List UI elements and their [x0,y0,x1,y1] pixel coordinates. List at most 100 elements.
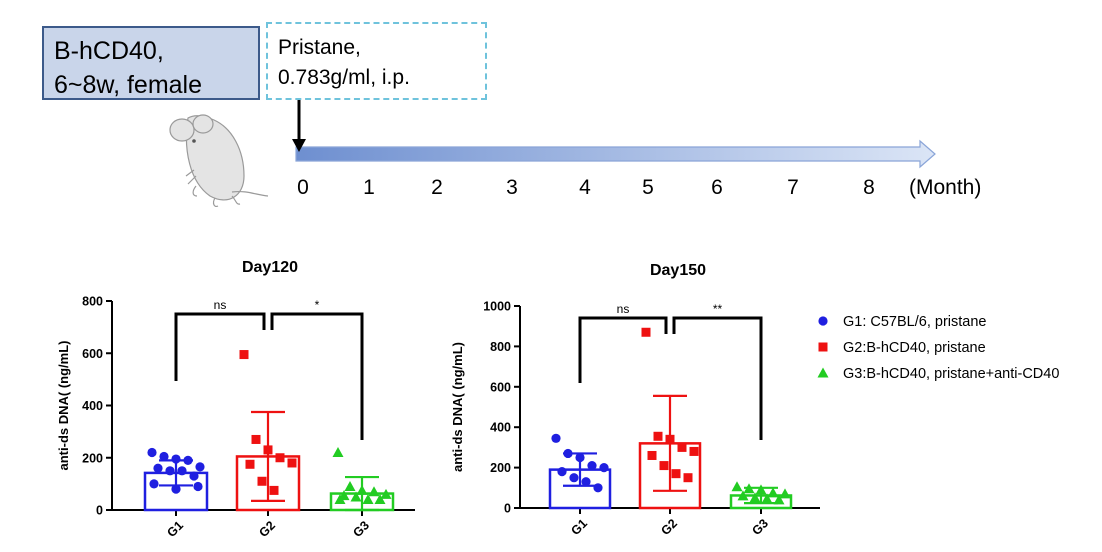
y-tick-label: 400 [490,421,511,435]
data-point-G1 [551,433,561,443]
data-point-G3 [773,494,785,505]
data-point-G1 [159,451,169,462]
y-axis-label: anti-ds DNA( (ng/mL) [450,342,465,472]
mouse-icon [169,114,269,208]
data-point-G1 [147,447,157,458]
significance-label-G1-G2: ns [617,302,630,316]
x-tick-label-G2: G2 [658,516,680,538]
significance-label-G2-G3: ** [713,302,723,316]
chart-title: Day150 [650,262,706,279]
y-tick-label: 400 [82,399,103,413]
month-tick-1: 1 [363,176,375,199]
data-point-G3 [356,484,368,495]
data-point-G2 [647,450,657,460]
month-tick-3: 3 [506,176,518,199]
timeline-arrow [295,139,936,169]
y-tick-label: 600 [82,347,103,361]
month-tick-6: 6 [711,176,723,199]
data-point-G2 [263,445,273,455]
month-tick-2: 2 [431,176,443,199]
chart-day120: Day120 0 200 400 600 800 anti-ds DNA( (ng/mL) G… [56,259,415,540]
significance-label-G2-G3: * [315,298,320,312]
legend-marker-1 [818,316,828,326]
data-point-G1 [183,455,193,465]
data-point-G2 [239,350,249,360]
significance-bracket-G1-G2 [578,316,668,383]
treatment-info-box: Pristane, 0.783g/ml, i.p. [266,22,487,100]
significance-label-G1-G2: ns [214,298,227,312]
data-point-G3 [350,491,362,502]
data-point-G1 [171,484,181,494]
data-point-G3 [755,484,767,495]
data-point-G3 [767,487,779,498]
month-tick-4: 4 [579,176,591,199]
data-point-G2 [659,461,669,471]
data-point-G2 [671,469,681,479]
data-point-G2 [677,442,687,452]
age-sex-label: 6~8w, female [54,71,203,99]
y-tick-label: 800 [490,340,511,354]
legend-label-1: G1: C57BL/6, pristane [843,314,986,330]
data-point-G1 [587,460,597,471]
data-point-G1 [195,462,205,472]
chart-title: Day120 [242,259,298,276]
y-tick-label: 0 [96,504,103,518]
data-point-G1 [569,473,579,483]
data-point-G3 [749,492,761,503]
y-tick-label: 0 [504,502,511,516]
treatment-label: Pristane, [278,36,361,59]
data-point-G3 [779,488,791,499]
data-point-G2 [665,434,675,444]
data-point-G3 [731,481,743,492]
strain-label: B-hCD40, [54,37,164,65]
strain-info-box: B-hCD40, 6~8w, female [42,26,260,100]
data-point-G2 [251,434,261,444]
data-point-G2 [269,485,279,495]
data-point-G3 [334,494,346,505]
data-point-G2 [275,453,285,463]
data-point-G3 [761,493,773,504]
y-axis-label: anti-ds DNA( (ng/mL) [56,341,71,471]
data-point-G3 [380,488,392,499]
month-ticks: 0 1 2 3 4 5 6 7 8 [297,176,875,199]
data-point-G3 [743,483,755,494]
legend-label-2: G2:B-hCD40, pristane [843,340,986,356]
month-tick-8: 8 [863,176,875,199]
month-tick-0: 0 [297,176,309,199]
data-point-G3 [737,490,749,501]
x-tick-label-G3: G3 [350,518,372,540]
data-point-G1 [193,481,203,492]
data-point-G1 [165,466,175,476]
data-point-G3 [374,494,386,505]
y-tick-label: 200 [82,451,103,465]
x-tick-label-G3: G3 [749,516,771,538]
data-point-G1 [563,448,573,459]
data-point-G2 [689,446,699,456]
data-point-G2 [257,476,267,486]
data-point-G1 [575,452,585,463]
month-unit-label: (Month) [909,176,981,199]
x-tick-label-G1: G1 [568,516,590,538]
x-tick-label-G2: G2 [256,518,278,540]
data-point-G2 [641,327,651,337]
y-tick-label: 800 [82,295,103,309]
data-point-G1 [189,471,199,481]
injection-arrowhead [292,139,306,152]
legend-marker-3 [817,367,829,378]
data-point-G1 [593,483,603,493]
month-tick-5: 5 [642,176,654,199]
data-point-G3 [362,494,374,505]
month-tick-7: 7 [787,176,799,199]
data-point-G3 [344,480,356,491]
data-point-G2 [653,431,663,441]
y-tick-label: 200 [490,461,511,475]
legend-marker-2 [818,342,828,352]
data-point-G1 [149,479,159,489]
data-point-G3 [332,447,344,458]
data-point-G2 [287,458,297,468]
dose-label: 0.783g/ml, i.p. [278,66,410,89]
x-tick-label-G1: G1 [164,518,186,540]
data-point-G1 [599,463,609,473]
significance-bracket-G1-G2 [174,312,266,381]
